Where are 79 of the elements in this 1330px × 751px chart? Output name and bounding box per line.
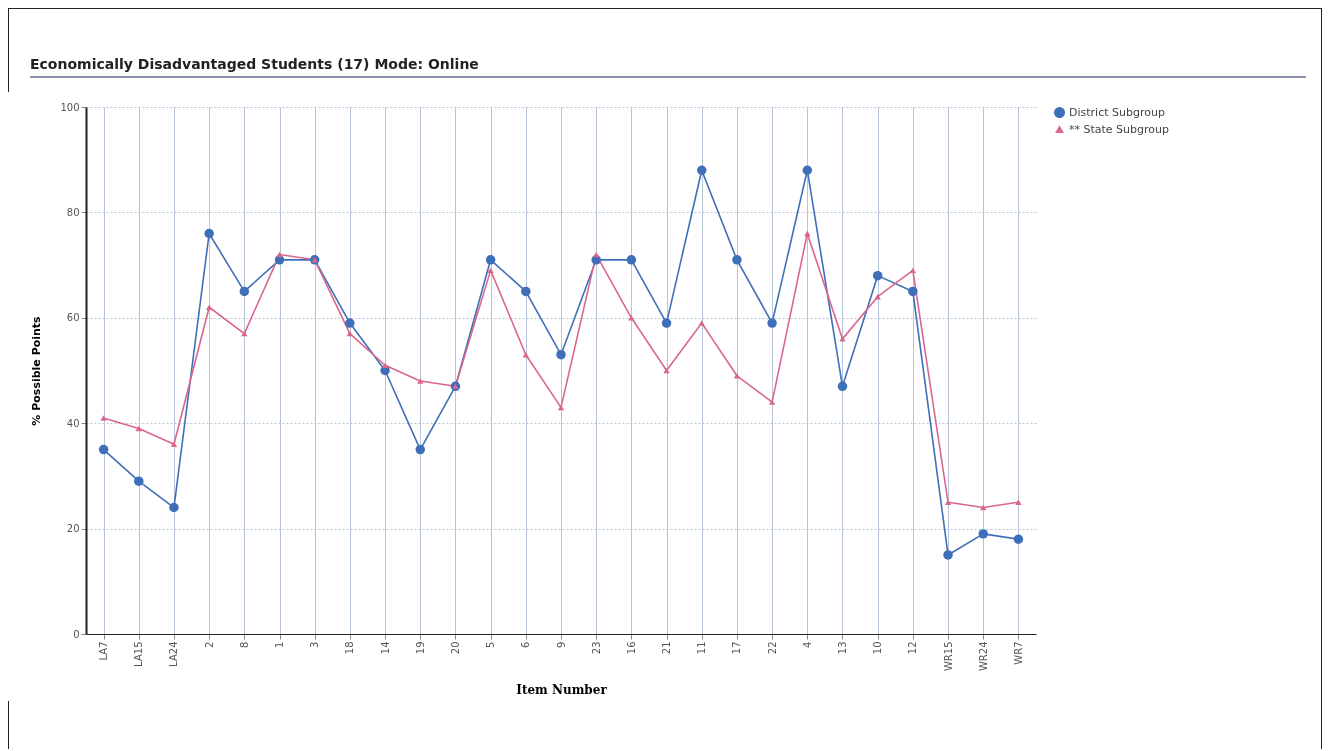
x-tick-label: WR15 bbox=[942, 641, 954, 672]
point bbox=[415, 444, 425, 455]
point bbox=[909, 267, 917, 274]
y-tick-label: 80 bbox=[66, 206, 80, 218]
point bbox=[872, 270, 883, 281]
point bbox=[135, 425, 142, 432]
point bbox=[381, 362, 389, 368]
point bbox=[768, 399, 776, 405]
y-tick-label: 0 bbox=[73, 628, 80, 640]
point bbox=[980, 504, 987, 511]
y-axis-title: % Possible Points bbox=[30, 315, 44, 426]
point bbox=[908, 286, 918, 297]
point bbox=[733, 373, 741, 379]
x-tick-label: 13 bbox=[836, 641, 848, 655]
point bbox=[204, 228, 214, 239]
point bbox=[732, 255, 742, 265]
point bbox=[169, 502, 179, 513]
x-tick-label: 17 bbox=[731, 641, 743, 655]
point bbox=[485, 255, 496, 265]
x-tick-label: WR24 bbox=[977, 641, 989, 672]
x-tick-label: 23 bbox=[590, 641, 602, 655]
point bbox=[557, 404, 565, 411]
x-tick-label: 2 bbox=[203, 641, 215, 648]
point bbox=[556, 349, 566, 360]
point bbox=[802, 165, 813, 175]
x-tick-label: LA15 bbox=[133, 641, 145, 667]
point bbox=[170, 441, 178, 448]
y-tick-label: 60 bbox=[66, 312, 80, 324]
y-tick-label: 20 bbox=[66, 523, 80, 535]
point bbox=[239, 286, 250, 297]
x-tick-label: 6 bbox=[520, 641, 532, 648]
point bbox=[100, 415, 107, 421]
point bbox=[1013, 534, 1024, 544]
point bbox=[698, 320, 705, 326]
x-tick-label: 4 bbox=[801, 641, 813, 648]
x-tick-label: 8 bbox=[238, 641, 250, 648]
y-tick-label: 40 bbox=[66, 417, 80, 429]
point bbox=[417, 378, 424, 384]
point bbox=[663, 367, 670, 374]
point bbox=[628, 315, 635, 321]
x-tick-label: 3 bbox=[309, 641, 321, 648]
x-tick-label: WR7 bbox=[1012, 641, 1024, 665]
x-tick-label: 1 bbox=[274, 641, 286, 648]
point bbox=[134, 476, 144, 486]
x-tick-label: 11 bbox=[696, 641, 708, 655]
x-tick-label: 22 bbox=[766, 641, 778, 655]
point bbox=[839, 336, 846, 342]
x-tick-label: 16 bbox=[625, 641, 637, 655]
x-tick-label: 18 bbox=[344, 641, 356, 655]
x-tick-label: LA7 bbox=[98, 641, 110, 661]
point bbox=[626, 255, 637, 265]
legend-label: District Subgroup bbox=[1069, 105, 1165, 119]
x-tick-label: 5 bbox=[485, 641, 497, 648]
x-tick-label: LA24 bbox=[168, 641, 180, 667]
x-tick-label: 21 bbox=[661, 641, 673, 655]
x-tick-label: 14 bbox=[379, 641, 391, 655]
x-tick-label: 19 bbox=[414, 641, 426, 655]
y-tick-label: 100 bbox=[60, 101, 80, 113]
legend-label: ** State Subgroup bbox=[1069, 122, 1170, 136]
x-tick-label: 9 bbox=[555, 641, 567, 648]
point bbox=[767, 318, 777, 328]
point bbox=[978, 529, 988, 539]
chart-title: Economically Disadvantaged Students (17) Mode: Online bbox=[30, 56, 1306, 78]
point bbox=[205, 304, 213, 310]
point bbox=[943, 550, 953, 560]
point bbox=[345, 318, 355, 328]
point bbox=[593, 251, 600, 258]
x-tick-label: 12 bbox=[907, 641, 919, 655]
point bbox=[1015, 499, 1022, 505]
x-tick-label: 20 bbox=[449, 641, 461, 655]
x-tick-label: 10 bbox=[872, 641, 884, 655]
point bbox=[487, 267, 494, 274]
point bbox=[661, 318, 672, 328]
point bbox=[521, 286, 531, 297]
x-axis-title: Item Number bbox=[516, 683, 608, 698]
point bbox=[944, 499, 952, 505]
point bbox=[837, 381, 848, 392]
point bbox=[697, 165, 707, 175]
point bbox=[98, 444, 109, 455]
